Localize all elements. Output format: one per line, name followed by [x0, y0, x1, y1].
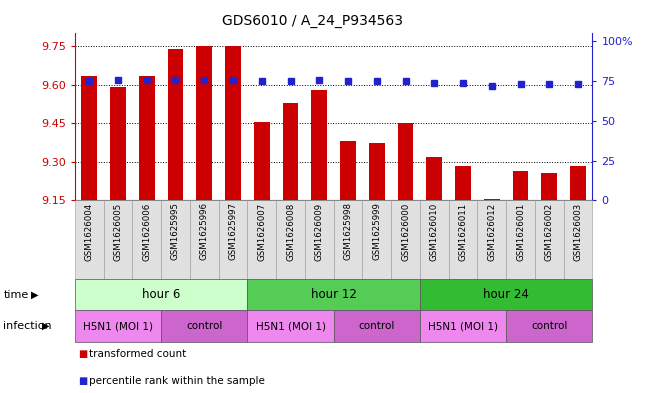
Bar: [81, 76, 97, 200]
Bar: [340, 141, 356, 200]
Text: GSM1625995: GSM1625995: [171, 202, 180, 261]
Text: H5N1 (MOI 1): H5N1 (MOI 1): [83, 321, 153, 331]
Text: GSM1626006: GSM1626006: [143, 202, 151, 261]
Text: transformed count: transformed count: [89, 349, 186, 359]
Text: hour 24: hour 24: [483, 288, 529, 301]
Text: GSM1626012: GSM1626012: [488, 202, 496, 261]
Bar: [484, 199, 500, 200]
Bar: [110, 87, 126, 200]
Text: H5N1 (MOI 1): H5N1 (MOI 1): [428, 321, 498, 331]
Text: ■: ■: [78, 376, 87, 386]
Text: GSM1626005: GSM1626005: [113, 202, 122, 261]
Text: control: control: [531, 321, 568, 331]
Bar: [512, 171, 529, 200]
Text: GSM1626007: GSM1626007: [257, 202, 266, 261]
Text: GSM1625999: GSM1625999: [372, 202, 381, 260]
Bar: [283, 103, 298, 200]
Text: GSM1626008: GSM1626008: [286, 202, 295, 261]
Text: GDS6010 / A_24_P934563: GDS6010 / A_24_P934563: [222, 14, 403, 28]
Text: H5N1 (MOI 1): H5N1 (MOI 1): [255, 321, 326, 331]
Bar: [254, 122, 270, 200]
Text: ■: ■: [78, 349, 87, 359]
Text: GSM1626009: GSM1626009: [315, 202, 324, 261]
Text: GSM1626004: GSM1626004: [85, 202, 94, 261]
Bar: [455, 166, 471, 200]
Bar: [398, 123, 413, 200]
Text: GSM1626002: GSM1626002: [545, 202, 554, 261]
Bar: [311, 90, 327, 200]
Bar: [369, 143, 385, 200]
Text: GSM1625997: GSM1625997: [229, 202, 238, 261]
Text: GSM1626011: GSM1626011: [458, 202, 467, 261]
Text: GSM1626003: GSM1626003: [574, 202, 583, 261]
Bar: [225, 46, 241, 200]
Bar: [542, 173, 557, 200]
Bar: [426, 157, 442, 200]
Text: GSM1626010: GSM1626010: [430, 202, 439, 261]
Text: hour 6: hour 6: [142, 288, 180, 301]
Text: ▶: ▶: [31, 290, 39, 300]
Text: GSM1626000: GSM1626000: [401, 202, 410, 261]
Bar: [167, 49, 184, 200]
Text: GSM1626001: GSM1626001: [516, 202, 525, 261]
Bar: [197, 46, 212, 200]
Text: ▶: ▶: [42, 321, 50, 331]
Text: percentile rank within the sample: percentile rank within the sample: [89, 376, 265, 386]
Text: infection: infection: [3, 321, 52, 331]
Bar: [570, 166, 586, 200]
Text: time: time: [3, 290, 29, 300]
Text: GSM1625996: GSM1625996: [200, 202, 209, 261]
Text: hour 12: hour 12: [311, 288, 357, 301]
Bar: [139, 76, 155, 200]
Text: control: control: [359, 321, 395, 331]
Text: GSM1625998: GSM1625998: [344, 202, 352, 261]
Text: control: control: [186, 321, 223, 331]
